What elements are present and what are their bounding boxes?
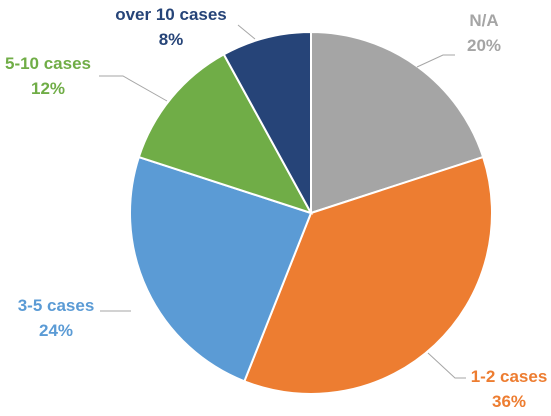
pie-slices	[129, 30, 493, 395]
slice-over-10-cases	[222, 30, 312, 214]
slice-1-2-cases	[243, 155, 493, 395]
label-3-5-cases: 3-5 cases 24%	[18, 296, 95, 340]
label-3-5-cases-value: 24%	[39, 321, 73, 340]
leader-lines	[99, 24, 466, 379]
label-na: N/A 20%	[467, 11, 501, 55]
label-1-2-cases: 1-2 cases 36%	[471, 367, 548, 411]
label-na-value: 20%	[467, 36, 501, 55]
label-3-5-cases-name: 3-5 cases	[18, 296, 95, 315]
leader-na	[416, 54, 455, 68]
label-1-2-cases-value: 36%	[492, 392, 526, 411]
label-1-2-cases-name: 1-2 cases	[471, 367, 548, 386]
leader-1-2-cases	[427, 352, 466, 379]
label-5-10-cases-value: 12%	[31, 79, 65, 98]
label-na-name: N/A	[469, 11, 498, 30]
label-over-10-cases: over 10 cases 8%	[115, 5, 227, 49]
leader-over-10-cases	[237, 24, 256, 40]
label-over-10-cases-value: 8%	[159, 30, 184, 49]
slice-5-10-cases	[137, 53, 314, 215]
label-5-10-cases-name: 5-10 cases	[5, 54, 91, 73]
leader-5-10-cases	[99, 75, 168, 102]
slice-3-5-cases	[129, 155, 313, 383]
label-over-10-cases-name: over 10 cases	[115, 5, 227, 24]
label-5-10-cases: 5-10 cases 12%	[5, 54, 91, 98]
